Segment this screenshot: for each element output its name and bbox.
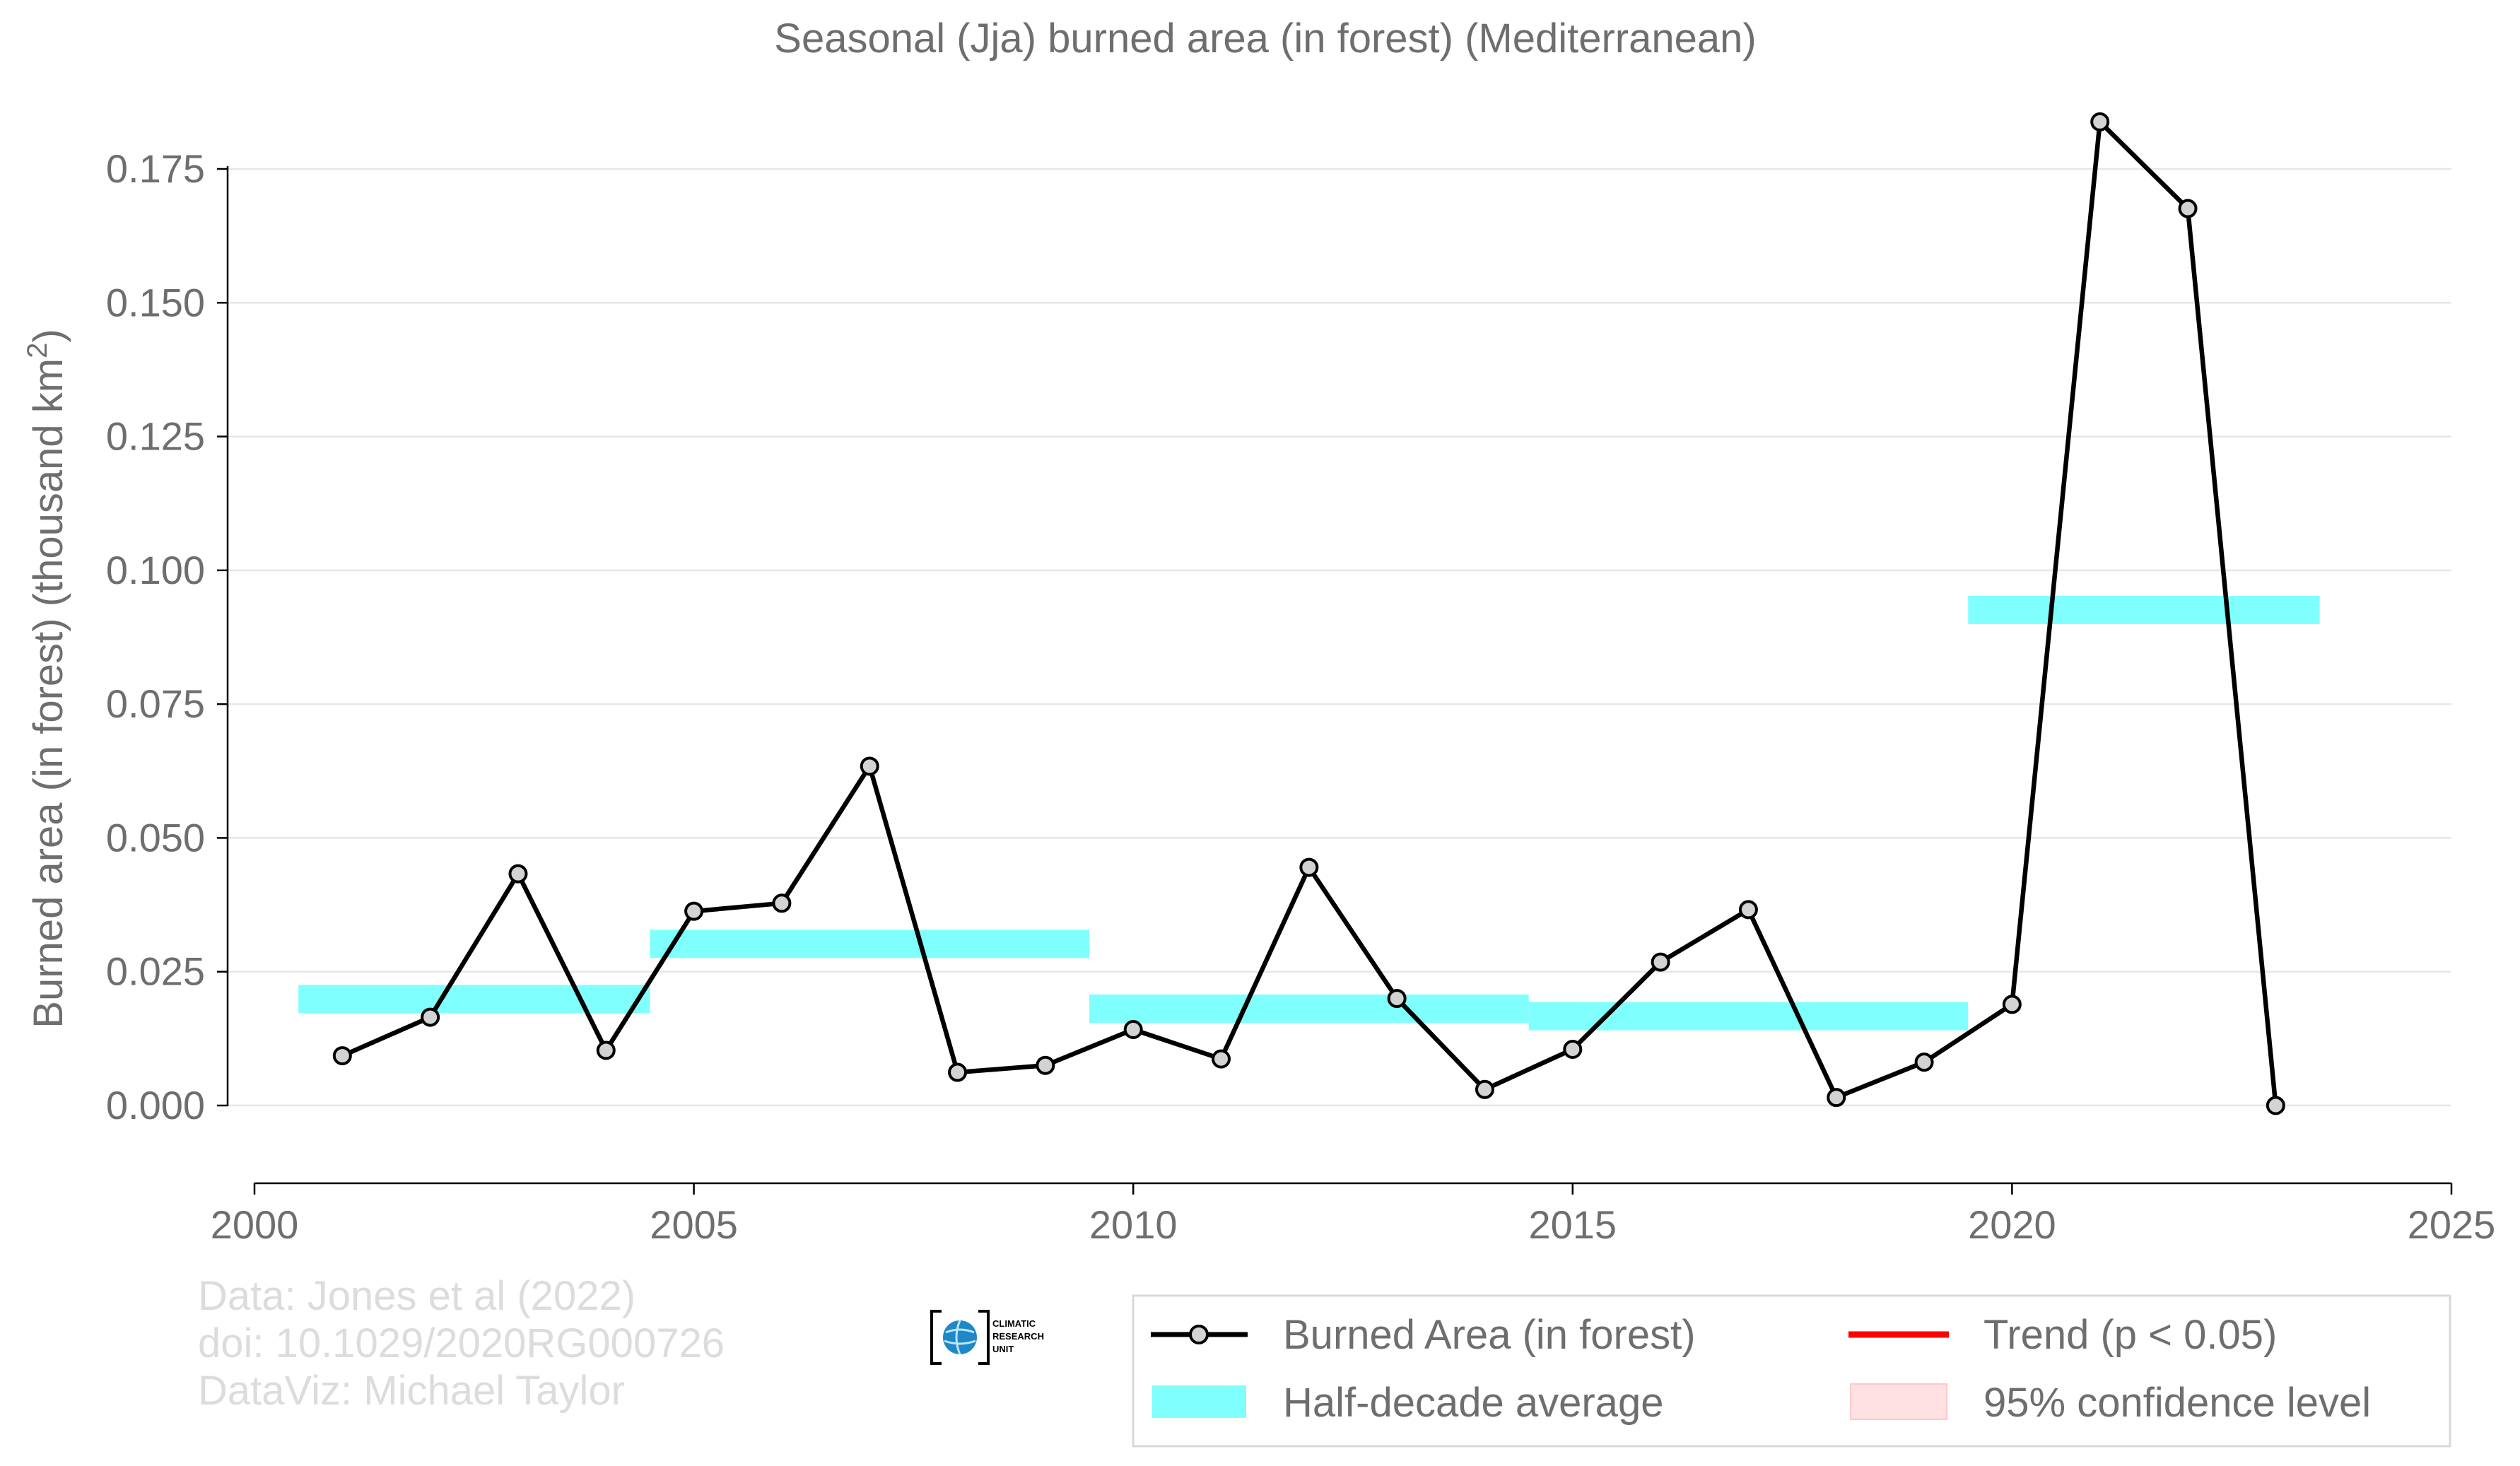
data-point (948, 1062, 968, 1082)
grid (228, 168, 2451, 1107)
y-tick-label: 0.175 (106, 146, 205, 191)
data-point (1123, 1019, 1143, 1039)
data-point (2090, 112, 2110, 131)
logo-globe-lines (944, 1320, 976, 1355)
data-point (1914, 1052, 1934, 1072)
legend-item-half-decade: Half-decade average (1152, 1380, 1663, 1426)
y-tick-label: 0.025 (106, 949, 205, 994)
data-point (1036, 1055, 1055, 1075)
y-tick-label: 0.075 (106, 681, 205, 726)
half-decade-average-bar (650, 930, 1090, 958)
x-tick-label: 2025 (2408, 1202, 2496, 1247)
credit-data: Data: Jones et al (2022) (198, 1273, 635, 1319)
data-point (1827, 1088, 1846, 1108)
data-point (508, 864, 528, 884)
y-axis-label-suffix: ) (25, 329, 71, 342)
half-decade-average-bar (1089, 994, 1529, 1023)
data-point (860, 756, 879, 776)
logo-bracket-right (978, 1310, 990, 1365)
chart-title: Seasonal (Jja) burned area (in forest) (… (774, 16, 1756, 61)
half-decade-average-bar (1968, 595, 2320, 624)
legend-item-confidence: 95% confidence level (1850, 1380, 2371, 1426)
logo-text-line-2: RESEARCH (992, 1331, 1044, 1342)
legend-swatch-marker (1189, 1325, 1209, 1344)
x-tick-label: 2010 (1089, 1202, 1178, 1247)
y-ticks: 0.000 0.025 0.050 0.075 0.100 0.125 0.150 0.175 (106, 146, 228, 1127)
y-axis-label: Burned area (in forest) (thousand km2) (22, 329, 71, 1028)
data-point (2002, 995, 2022, 1014)
data-point (1387, 989, 1407, 1009)
x-tick-label: 2015 (1529, 1202, 1617, 1247)
y-tick-label: 0.050 (106, 815, 205, 860)
legend-swatch-confidence (1850, 1383, 1947, 1420)
data-point (1299, 857, 1319, 877)
legend: Burned Area (in forest) Half-decade aver… (1132, 1294, 2451, 1448)
legend-label-trend: Trend (p < 0.05) (1983, 1312, 2277, 1358)
y-axis-label-superscript: 2 (22, 343, 53, 358)
logo-bracket-left (930, 1310, 942, 1365)
data-point (1563, 1040, 1583, 1059)
data-point (421, 1007, 440, 1027)
globe-icon (943, 1320, 977, 1354)
legend-item-burned-area: Burned Area (in forest) (1151, 1312, 1696, 1358)
legend-box (1132, 1294, 2451, 1448)
half-decade-average-bar (298, 985, 650, 1014)
series-burned-area (332, 112, 2285, 1115)
legend-swatch-half-decade (1152, 1385, 1246, 1418)
data-point (1475, 1079, 1494, 1099)
data-point (2266, 1096, 2285, 1115)
legend-item-trend: Trend (p < 0.05) (1848, 1312, 2277, 1358)
y-tick-label: 0.125 (106, 414, 205, 459)
legend-label-half-decade: Half-decade average (1283, 1380, 1663, 1426)
data-point (1212, 1049, 1231, 1069)
data-point (1651, 952, 1670, 972)
legend-label-confidence: 95% confidence level (1983, 1380, 2371, 1426)
half-decade-average-bar (1528, 1002, 1969, 1031)
x-tick-label: 2020 (1968, 1202, 2056, 1247)
x-tick-label: 2005 (650, 1202, 738, 1247)
data-point (2178, 199, 2198, 218)
data-point (596, 1040, 616, 1060)
y-tick-label: 0.150 (106, 280, 205, 324)
credit-doi: doi: 10.1029/2020RG000726 (198, 1320, 725, 1366)
logo-text-line-1: CLIMATIC (992, 1318, 1036, 1329)
x-ticks: 2000 2005 2010 2015 2020 2025 (211, 1183, 2496, 1247)
data-point (684, 901, 704, 921)
cru-logo: CLIMATIC RESEARCH UNIT (930, 1310, 1044, 1365)
half-decade-average-bars (298, 595, 2320, 1031)
x-tick-label: 2000 (211, 1202, 299, 1247)
logo-text-line-3: UNIT (992, 1344, 1014, 1354)
data-point (772, 893, 792, 913)
data-point (1738, 900, 1758, 920)
legend-label-burned-area: Burned Area (in forest) (1283, 1312, 1696, 1358)
y-tick-label: 0.100 (106, 548, 205, 592)
data-point (332, 1046, 352, 1066)
credit-dataviz: DataViz: Michael Taylor (198, 1368, 625, 1414)
y-tick-label: 0.000 (106, 1083, 205, 1127)
